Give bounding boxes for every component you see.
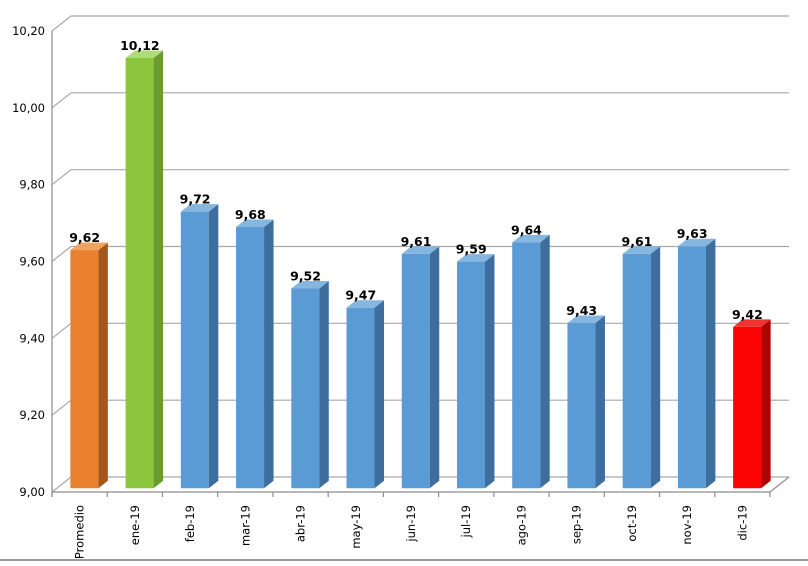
- y-axis-tick-label: 10,00: [12, 101, 45, 115]
- bar-side-face: [595, 315, 605, 489]
- bar-side-face: [429, 246, 440, 489]
- bar-top-face: [236, 219, 274, 228]
- bar-side-face: [153, 50, 164, 489]
- x-axis-label-jun-19: jun-19: [404, 505, 418, 543]
- bar-front-face: [180, 211, 209, 489]
- x-axis-label-ene-19: ene-19: [128, 505, 142, 545]
- bar-front-face: [677, 246, 706, 489]
- data-label-jul-19: 9,59: [456, 242, 487, 257]
- bar-front-face: [70, 250, 99, 489]
- bar-front-face: [456, 261, 485, 489]
- y-axis-tick-label: 9,00: [19, 485, 45, 499]
- bar-top-face: [180, 204, 219, 212]
- y-axis-tick-label: 9,60: [19, 255, 45, 269]
- bar-side-face: [208, 204, 219, 489]
- data-label-jun-19: 9,61: [401, 234, 432, 249]
- floor-right-depth-edge: [769, 476, 790, 493]
- data-label-ene-19: 10,12: [120, 38, 160, 53]
- y-axis-tick-label: 9,20: [19, 408, 45, 422]
- bar-sep-19: [567, 315, 605, 489]
- bar-top-face: [125, 50, 164, 58]
- bar-top-face: [401, 246, 440, 254]
- bar-side-face: [650, 246, 661, 489]
- data-label-abr-19: 9,52: [290, 268, 321, 283]
- bar-side-face: [264, 219, 274, 489]
- bar-top-face: [346, 300, 385, 308]
- x-axis-label-may-19: may-19: [349, 505, 363, 549]
- bar-top-face: [733, 319, 771, 327]
- gridline-depth-connector: [51, 246, 72, 262]
- gridline-depth-connector: [51, 169, 72, 186]
- data-label-ago-19: 9,64: [511, 222, 542, 237]
- x-axis-label-oct-19: oct-19: [625, 505, 639, 542]
- bar-front-face: [401, 253, 430, 489]
- x-axis-label-abr-19: abr-19: [294, 505, 308, 542]
- data-label-oct-19: 9,61: [622, 234, 653, 249]
- gridline-depth-connector: [51, 476, 72, 493]
- bar-promedio: [70, 242, 108, 489]
- bar-front-face: [291, 288, 320, 489]
- bar-abr-19: [291, 280, 329, 489]
- bar-side-face: [319, 280, 329, 489]
- bar-front-face: [567, 323, 596, 489]
- x-axis-label-promedio: Promedio: [73, 505, 87, 559]
- gridline-depth-connector: [51, 399, 72, 416]
- bar-top-face: [622, 246, 661, 254]
- data-label-may-19: 9,47: [345, 288, 376, 303]
- bar-top-face: [291, 280, 329, 289]
- x-axis-label-sep-19: sep-19: [570, 505, 584, 544]
- bar-front-face: [622, 253, 651, 489]
- bar-front-face: [125, 57, 154, 489]
- x-axis-label-dic-19: dic-19: [735, 505, 749, 541]
- bar-top-face: [677, 238, 716, 247]
- y-axis-tick-label: 10,20: [12, 24, 45, 38]
- data-label-mar-19: 9,68: [235, 207, 266, 222]
- data-label-sep-19: 9,43: [566, 303, 597, 318]
- y-axis-tick-label: 9,40: [19, 331, 45, 345]
- data-label-nov-19: 9,63: [677, 226, 708, 241]
- bar-jul-19: [456, 254, 495, 489]
- bar-dic-19: [733, 319, 771, 489]
- bar-side-face: [705, 238, 716, 489]
- bar-side-face: [761, 319, 771, 489]
- bar-side-face: [540, 234, 550, 489]
- bar-front-face: [236, 227, 265, 489]
- bar-oct-19: [622, 246, 661, 489]
- gridline-depth-connector: [51, 322, 72, 339]
- bar-side-face: [484, 254, 495, 489]
- bar-front-face: [512, 242, 541, 489]
- bar-ene-19: [125, 50, 164, 489]
- bar-front-face: [733, 326, 762, 489]
- bar-top-face: [567, 315, 605, 324]
- x-axis-label-nov-19: nov-19: [680, 505, 694, 545]
- bar-front-face: [346, 307, 375, 489]
- bar-side-face: [98, 242, 108, 489]
- gridline-depth-connector: [51, 92, 72, 109]
- bar-top-face: [456, 254, 495, 262]
- x-axis-label-feb-19: feb-19: [183, 505, 197, 542]
- data-label-promedio: 9,62: [69, 230, 100, 245]
- data-label-feb-19: 9,72: [180, 192, 211, 207]
- bar-side-face: [374, 300, 385, 489]
- bar-jun-19: [401, 246, 440, 489]
- gridline-depth-connector: [51, 15, 72, 32]
- bar-mar-19: [236, 219, 274, 489]
- data-label-dic-19: 9,42: [732, 307, 763, 322]
- x-axis-label-jul-19: jul-19: [459, 505, 473, 538]
- bar-top-face: [70, 242, 108, 251]
- x-axis-label-mar-19: mar-19: [238, 505, 252, 546]
- bar-ago-19: [512, 234, 550, 489]
- bar-nov-19: [677, 238, 716, 489]
- bar-feb-19: [180, 204, 219, 489]
- y-axis-tick-label: 9,80: [19, 178, 45, 192]
- bar-may-19: [346, 300, 385, 489]
- x-axis-label-ago-19: ago-19: [514, 505, 528, 545]
- bar-top-face: [512, 234, 550, 243]
